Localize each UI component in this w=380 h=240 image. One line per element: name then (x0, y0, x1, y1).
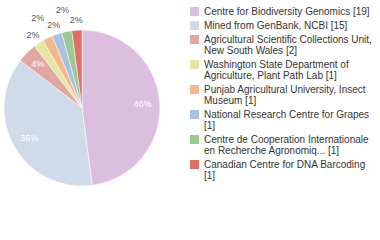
data-label: 46% (134, 99, 152, 109)
legend-swatch (190, 7, 199, 16)
data-labels: 46%36%4%2%2%2%2%2% (20, 5, 151, 143)
pie (4, 30, 160, 186)
legend-swatch (190, 85, 199, 94)
pie-slice (72, 30, 82, 108)
data-label: 2% (56, 5, 69, 15)
legend-entry: Mined from GenBank, NCBI [15] (188, 20, 376, 31)
data-label: 36% (20, 133, 38, 143)
legend-label: Punjab Agricultural University, Insect M… (204, 84, 366, 106)
data-label: 2% (47, 20, 60, 30)
legend-label: Washington State Department of Agricultu… (204, 59, 349, 81)
legend-entry: National Research Centre for Grapes [1] (188, 109, 376, 131)
legend-label: Mined from GenBank, NCBI [15] (204, 20, 347, 31)
legend-label: Canadian Centre for DNA Barcoding [1] (204, 159, 365, 181)
pie-slice (62, 31, 82, 108)
legend-label: Agricultural Scientific Collections Unit… (204, 34, 372, 56)
legend-swatch (190, 110, 199, 119)
legend-entry: Centre de Cooperation Internationale en … (188, 134, 376, 156)
legend: Centre for Biodiversity Genomics [19] Min… (188, 6, 376, 184)
legend-entry: Punjab Agricultural University, Insect M… (188, 84, 376, 106)
legend-swatch (190, 160, 199, 169)
data-label: 2% (70, 15, 83, 25)
legend-label: Centre de Cooperation Internationale en … (204, 134, 369, 156)
legend-label: National Research Centre for Grapes [1] (204, 109, 369, 131)
legend-swatch (190, 60, 199, 69)
legend-entry: Centre for Biodiversity Genomics [19] (188, 6, 376, 17)
legend-swatch (190, 21, 199, 30)
legend-label: Centre for Biodiversity Genomics [19] (204, 6, 370, 17)
legend-entry: Canadian Centre for DNA Barcoding [1] (188, 159, 376, 181)
pie-slice (82, 30, 160, 185)
legend-entry: Agricultural Scientific Collections Unit… (188, 34, 376, 56)
legend-entry: Washington State Department of Agricultu… (188, 59, 376, 81)
data-label: 4% (31, 59, 44, 69)
legend-swatch (190, 35, 199, 44)
legend-swatch (190, 135, 199, 144)
data-label: 2% (31, 13, 44, 23)
data-label: 2% (27, 30, 40, 40)
